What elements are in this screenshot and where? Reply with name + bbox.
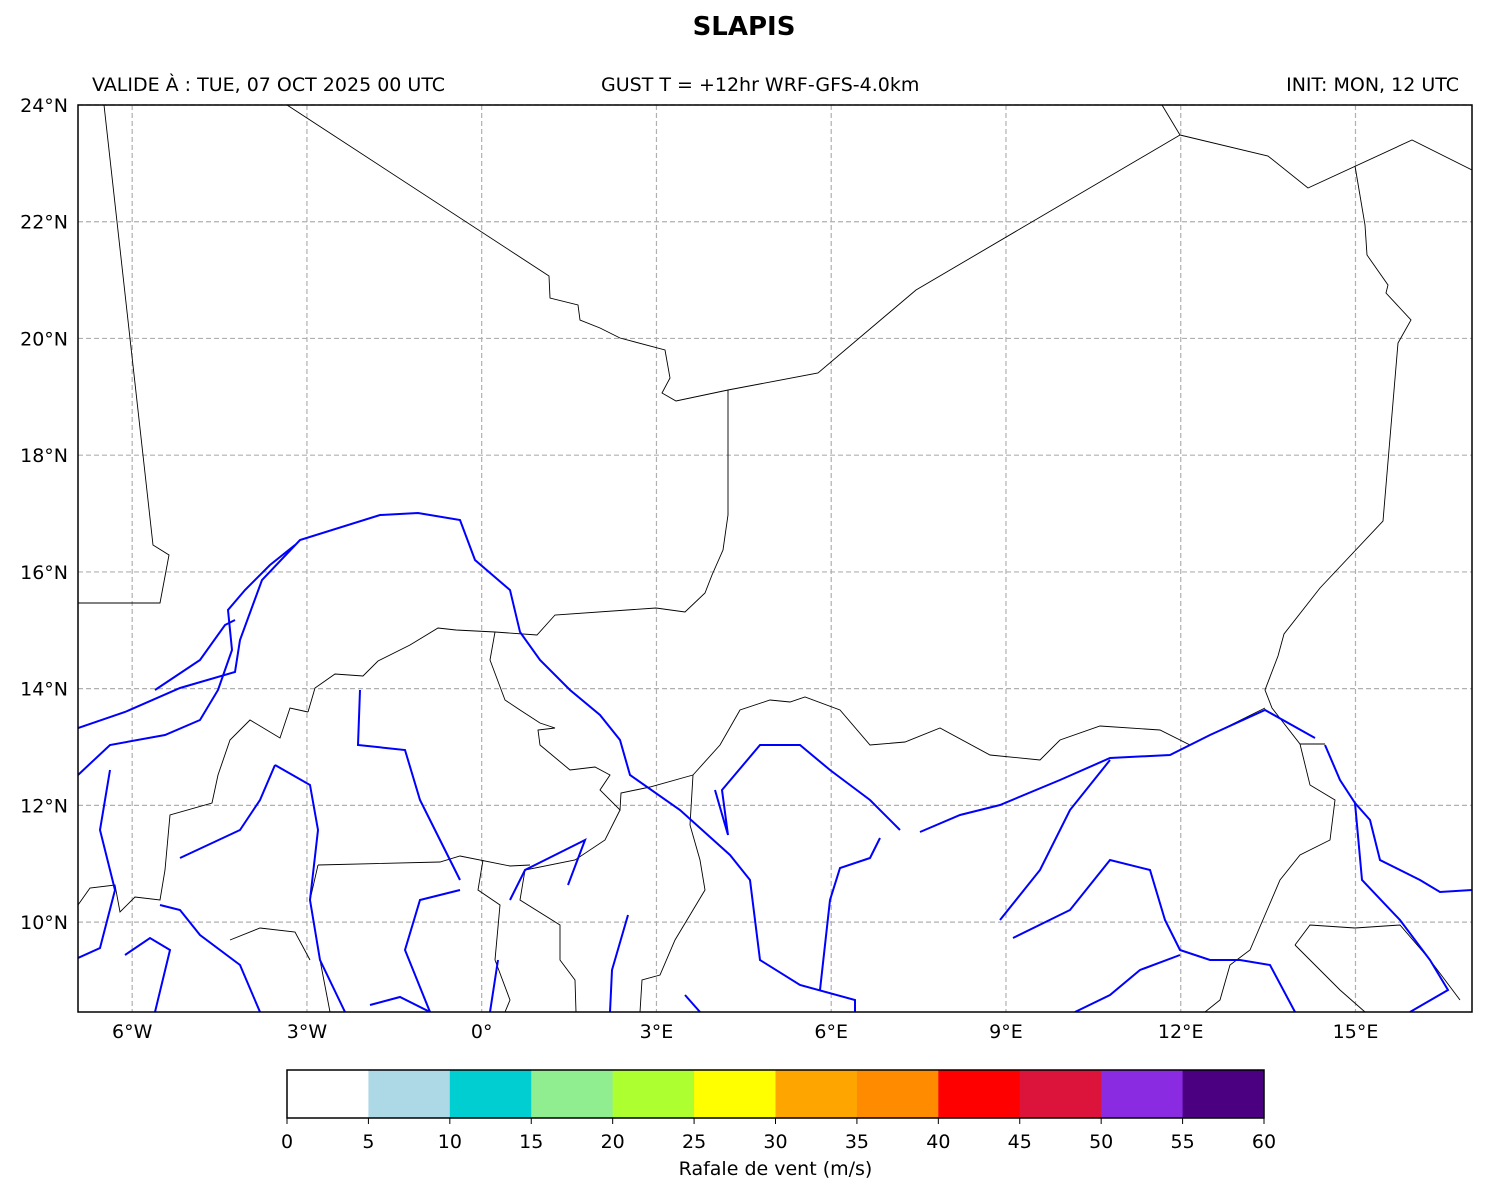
colorbar: 0 5 10 15 20 25 30 35 40 45 50 55 60 [281,1069,1276,1153]
colorbar-tick-label: 55 [1170,1131,1194,1153]
colorbar-tick-label: 10 [438,1131,462,1153]
colorbar-swatch [938,1070,1021,1118]
country-borders [78,105,1472,1012]
lon-tick-label: 6°W [112,1021,153,1043]
border [639,774,706,1012]
river [369,995,431,1012]
lat-tick-label: 12°N [20,795,68,817]
river [609,914,629,1012]
colorbar-tick-label: 40 [926,1131,950,1153]
colorbar-swatch [856,1070,939,1118]
border [489,631,694,812]
river [78,511,856,1012]
lat-tick-label: 22°N [20,212,68,234]
border [317,855,531,867]
colorbar-swatch [775,1070,858,1118]
valid-time: VALIDE À : TUE, 07 OCT 2025 00 UTC [92,74,446,96]
border [1264,165,1412,745]
lat-tick-label: 18°N [20,445,68,467]
colorbar-tick-label: 30 [763,1131,787,1153]
river [124,936,172,1012]
colorbar-label: Rafale de vent (m/s) [678,1158,873,1180]
colorbar-swatch [531,1070,614,1118]
river [714,744,901,836]
border [477,859,511,1012]
river [684,994,701,1012]
colorbar-swatch [1182,1070,1265,1118]
lon-tick-label: 12°E [1158,1021,1204,1043]
border [1204,743,1336,1012]
river [1354,802,1450,1012]
river [999,759,1111,921]
lat-tick-label: 16°N [20,562,68,584]
product-label: GUST T = +12hr WRF-GFS-4.0km [601,74,920,96]
river [489,959,499,1012]
lat-tick-label: 20°N [20,328,68,350]
river [154,619,236,691]
border [229,927,311,961]
map-frame [77,104,1473,1013]
colorbar-swatch [368,1070,451,1118]
river [1324,744,1472,894]
border [1294,944,1366,1012]
river [179,764,276,859]
colorbar-swatch [449,1070,532,1118]
river [78,769,117,959]
colorbar-tick-label: 20 [601,1131,625,1153]
border [78,707,309,913]
river [509,837,587,901]
river [78,544,296,776]
river [819,837,881,991]
colorbar-tick-label: 0 [281,1131,293,1153]
colorbar-tick-label: 35 [845,1131,869,1153]
colorbar-tick-label: 5 [362,1131,374,1153]
river [1012,858,1296,1012]
river [403,889,461,1012]
lon-tick-label: 9°E [989,1021,1023,1043]
river [919,708,1316,833]
lon-tick-label: 6°E [814,1021,848,1043]
colorbar-swatch [1101,1070,1184,1118]
river [1074,954,1181,1012]
border [1179,134,1472,189]
colorbar-tick-label: 45 [1008,1131,1032,1153]
lat-tick-label: 24°N [20,95,68,117]
border [307,390,729,713]
colorbar-tick-label: 50 [1089,1131,1113,1153]
border [309,864,331,1012]
colorbar-swatch [612,1070,695,1118]
border [78,105,170,604]
border [692,696,1266,776]
colorbar-swatch [287,1070,369,1118]
lon-tick-label: 15°E [1333,1021,1379,1043]
colorbar-tick-label: 15 [519,1131,543,1153]
border [1294,924,1461,1001]
lon-tick-label: 0° [471,1021,493,1043]
colorbar-swatch [1019,1070,1102,1118]
map-title: SLAPIS [692,12,796,42]
river [356,689,461,881]
border [519,809,621,1012]
river [274,764,346,1012]
rivers [78,511,1472,1012]
border [286,105,1181,402]
colorbar-tick-label: 25 [682,1131,706,1153]
colorbar-tick-label: 60 [1252,1131,1276,1153]
gridlines [78,104,1472,1012]
lon-tick-label: 3°W [287,1021,328,1043]
lon-tick-label: 3°E [640,1021,674,1043]
lat-tick-label: 14°N [20,679,68,701]
colorbar-swatch [694,1070,776,1118]
init-time: INIT: MON, 12 UTC [1286,74,1459,96]
river [159,904,261,1012]
lat-tick-label: 10°N [20,912,68,934]
